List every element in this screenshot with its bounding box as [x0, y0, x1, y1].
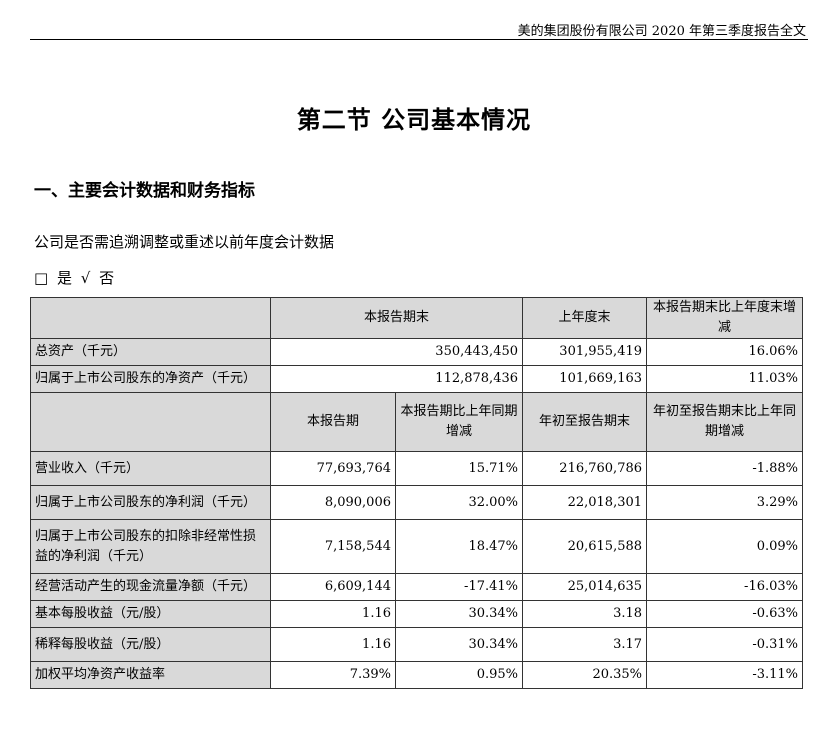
section-title: 第二节 公司基本情况 [296, 106, 532, 134]
table-cell: 30.34% [394, 627, 524, 662]
table-cell: -16.03% [646, 573, 804, 601]
checkbox-empty-icon: □ [34, 269, 49, 287]
table-row: 归属于上市公司股东的净资产（千元） 112,878,436 101,669,16… [30, 365, 804, 393]
financial-data-table: 本报告期末 上年度末 本报告期末比上年度末增减 总资产（千元） 350,443,… [30, 297, 804, 689]
table-cell: 3.18 [522, 600, 648, 628]
table-cell: 25,014,635 [522, 573, 648, 601]
table-cell: 7,158,544 [270, 519, 396, 574]
table-cell: 6,609,144 [270, 573, 396, 601]
table-row: 营业收入（千元） 77,693,764 15.71% 216,760,786 -… [30, 451, 804, 486]
table-row: 基本每股收益（元/股） 1.16 30.34% 3.18 -0.63% [30, 600, 804, 628]
table1-header-row: 本报告期末 上年度末 本报告期末比上年度末增减 [30, 297, 804, 339]
header-divider [30, 39, 808, 40]
table-cell: 216,760,786 [522, 451, 648, 486]
table-cell: -0.31% [646, 627, 804, 662]
table-cell: -0.63% [646, 600, 804, 628]
table-cell: 0.95% [394, 661, 524, 689]
table-cell: 20,615,588 [522, 519, 648, 574]
restatement-answer: □ 是 √ 否 [34, 267, 114, 288]
row-label: 基本每股收益（元/股） [30, 600, 271, 628]
report-header-title: 美的集团股份有限公司 2020 年第三季度报告全文 [517, 24, 806, 39]
table-cell: 8,090,006 [270, 485, 396, 520]
table-cell: 11.03% [646, 365, 804, 393]
table2-corner-cell [30, 392, 271, 452]
table2-header-cell: 本报告期比上年同期增减 [394, 392, 524, 452]
table-cell: 16.06% [646, 338, 804, 366]
row-label: 总资产（千元） [30, 338, 271, 366]
table-cell: 350,443,450 [269, 338, 524, 366]
table1-header-cell: 本报告期末 [269, 297, 524, 339]
table-cell: -17.41% [394, 573, 524, 601]
row-label: 经营活动产生的现金流量净额（千元） [30, 573, 271, 601]
table2-header-cell: 年初至报告期末 [522, 392, 648, 452]
table-cell: 1.16 [270, 600, 396, 628]
table2-header-cell: 本报告期 [270, 392, 396, 452]
table-cell: 101,669,163 [522, 365, 648, 393]
table-row: 归属于上市公司股东的净利润（千元） 8,090,006 32.00% 22,01… [30, 485, 804, 520]
table-cell: 3.17 [522, 627, 648, 662]
table-row: 归属于上市公司股东的扣除非经常性损益的净利润（千元） 7,158,544 18.… [30, 519, 804, 574]
row-label: 归属于上市公司股东的净利润（千元） [30, 485, 271, 520]
table-cell: 15.71% [394, 451, 524, 486]
table-cell: 32.00% [394, 485, 524, 520]
table1-header-cell: 本报告期末比上年度末增减 [646, 297, 804, 339]
table-cell: 77,693,764 [270, 451, 396, 486]
table-cell: 30.34% [394, 600, 524, 628]
subsection-title: 一、主要会计数据和财务指标 [34, 181, 255, 201]
table-row: 经营活动产生的现金流量净额（千元） 6,609,144 -17.41% 25,0… [30, 573, 804, 601]
table-cell: 7.39% [270, 661, 396, 689]
table2-header-cell: 年初至报告期末比上年同期增减 [646, 392, 804, 452]
table-cell: -3.11% [646, 661, 804, 689]
row-label: 归属于上市公司股东的扣除非经常性损益的净利润（千元） [30, 519, 271, 574]
answer-yes-label: 是 [56, 269, 72, 287]
row-label: 归属于上市公司股东的净资产（千元） [30, 365, 271, 393]
checkmark-icon: √ [80, 269, 91, 287]
table-cell: 20.35% [522, 661, 648, 689]
row-label: 加权平均净资产收益率 [30, 661, 271, 689]
restatement-question: 公司是否需追溯调整或重述以前年度会计数据 [34, 233, 335, 251]
table-cell: 112,878,436 [269, 365, 524, 393]
row-label: 营业收入（千元） [30, 451, 271, 486]
table-cell: 18.47% [394, 519, 524, 574]
table-cell: 3.29% [646, 485, 804, 520]
table1-corner-cell [30, 297, 271, 339]
answer-no-label: 否 [99, 269, 115, 287]
table1-header-cell: 上年度末 [522, 297, 648, 339]
table-cell: -1.88% [646, 451, 804, 486]
table-cell: 1.16 [270, 627, 396, 662]
table-cell: 22,018,301 [522, 485, 648, 520]
row-label: 稀释每股收益（元/股） [30, 627, 271, 662]
table2-header-row: 本报告期 本报告期比上年同期增减 年初至报告期末 年初至报告期末比上年同期增减 [30, 392, 804, 452]
table-row: 加权平均净资产收益率 7.39% 0.95% 20.35% -3.11% [30, 661, 804, 689]
table-row: 稀释每股收益（元/股） 1.16 30.34% 3.17 -0.31% [30, 627, 804, 662]
table-cell: 0.09% [646, 519, 804, 574]
table-cell: 301,955,419 [522, 338, 648, 366]
table-row: 总资产（千元） 350,443,450 301,955,419 16.06% [30, 338, 804, 366]
